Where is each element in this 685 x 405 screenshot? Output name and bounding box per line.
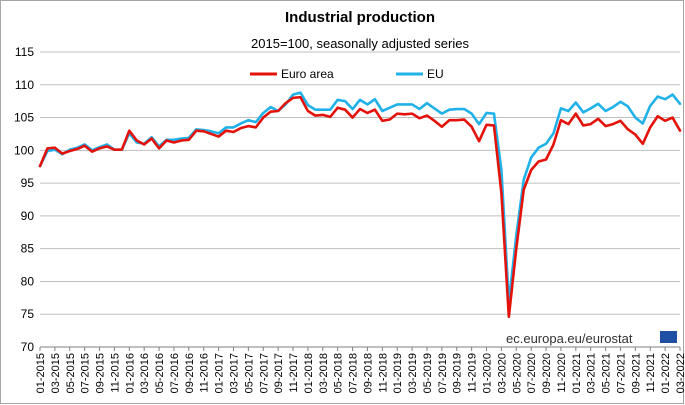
x-tick-label: 09-2015 bbox=[95, 353, 107, 393]
y-tick-label: 80 bbox=[21, 274, 35, 288]
x-tick-label: 11-2016 bbox=[199, 353, 211, 393]
x-tick-label: 09-2020 bbox=[541, 353, 553, 393]
x-tick-label: 03-2018 bbox=[318, 353, 330, 393]
x-tick-label: 09-2018 bbox=[362, 353, 374, 393]
x-tick-label: 09-2017 bbox=[273, 353, 285, 393]
x-tick-label: 01-2020 bbox=[482, 353, 494, 393]
legend-label-euro-area: Euro area bbox=[281, 67, 334, 81]
x-tick-label: 03-2019 bbox=[407, 353, 419, 393]
y-axis: 70 75 80 85 90 95 100 105 110 115 bbox=[14, 45, 34, 354]
y-tick-label: 70 bbox=[21, 340, 35, 354]
series-line-euro-area bbox=[38, 95, 682, 319]
x-tick-label: 07-2015 bbox=[80, 353, 92, 393]
x-tick-label: 03-2015 bbox=[50, 353, 62, 393]
legend: Euro area EU bbox=[250, 67, 444, 81]
source-text: ec.europa.eu/eurostat bbox=[506, 331, 633, 346]
x-tick-label: 11-2017 bbox=[288, 353, 300, 393]
x-tick-label: 01-2015 bbox=[35, 353, 47, 393]
x-tick-label: 01-2018 bbox=[303, 353, 315, 393]
x-tick-label: 03-2020 bbox=[496, 353, 508, 393]
x-tick-label: 03-2016 bbox=[139, 353, 151, 393]
y-tick-label: 95 bbox=[21, 176, 35, 190]
chart-subtitle: 2015=100, seasonally adjusted series bbox=[251, 36, 469, 51]
y-tick-label: 75 bbox=[21, 307, 35, 321]
x-tick-label: 01-2021 bbox=[571, 353, 583, 393]
x-tick-label: 07-2019 bbox=[437, 353, 449, 393]
x-tick-label: 01-2016 bbox=[124, 353, 136, 393]
x-tick-label: 07-2018 bbox=[348, 353, 360, 393]
x-tick-label: 07-2016 bbox=[169, 353, 181, 393]
x-tick-label: 11-2015 bbox=[109, 353, 121, 393]
x-tick-label: 09-2016 bbox=[184, 353, 196, 393]
x-tick-label: 11-2018 bbox=[377, 353, 389, 393]
x-tick-label: 09-2021 bbox=[630, 353, 642, 393]
x-tick-label: 05-2021 bbox=[601, 353, 613, 393]
x-tick-label: 03-2021 bbox=[586, 353, 598, 393]
x-tick-label: 09-2019 bbox=[452, 353, 464, 393]
x-tick-label: 05-2018 bbox=[333, 353, 345, 393]
y-tick-label: 85 bbox=[21, 242, 35, 256]
chart-title: Industrial production bbox=[285, 9, 435, 26]
legend-label-eu: EU bbox=[427, 67, 444, 81]
x-tick-label: 05-2016 bbox=[154, 353, 166, 393]
gridlines bbox=[40, 51, 680, 315]
x-tick-label: 11-2019 bbox=[467, 353, 479, 393]
x-tick-label: 03-2017 bbox=[228, 353, 240, 393]
x-tick-label: 07-2021 bbox=[615, 353, 627, 393]
y-tick-label: 90 bbox=[21, 209, 35, 223]
x-tick-label: 07-2017 bbox=[258, 353, 270, 393]
source-credit: ec.europa.eu/eurostat bbox=[504, 329, 678, 346]
series-lines bbox=[38, 91, 682, 319]
x-tick-label: 05-2019 bbox=[422, 353, 434, 393]
x-axis: 01-2015 03-2015 05-2015 07-2015 09-2015 11-20… bbox=[35, 346, 685, 393]
x-tick-label: 01-2019 bbox=[392, 353, 404, 393]
y-tick-label: 105 bbox=[14, 111, 34, 125]
x-tick-label: 05-2015 bbox=[65, 353, 77, 393]
x-tick-label: 05-2020 bbox=[511, 353, 523, 393]
x-tick-label: 11-2020 bbox=[556, 353, 568, 393]
eu-flag-icon bbox=[660, 331, 677, 343]
x-tick-label: 07-2020 bbox=[526, 353, 538, 393]
x-tick-label: 01-2022 bbox=[660, 353, 672, 393]
x-tick-label: 03-2022 bbox=[675, 353, 685, 393]
x-tick-label: 01-2017 bbox=[214, 353, 226, 393]
y-tick-label: 115 bbox=[15, 45, 34, 59]
x-tick-label: 11-2021 bbox=[645, 353, 657, 393]
y-tick-label: 100 bbox=[14, 143, 34, 157]
x-tick-label: 05-2017 bbox=[243, 353, 255, 393]
y-tick-label: 110 bbox=[15, 78, 34, 92]
